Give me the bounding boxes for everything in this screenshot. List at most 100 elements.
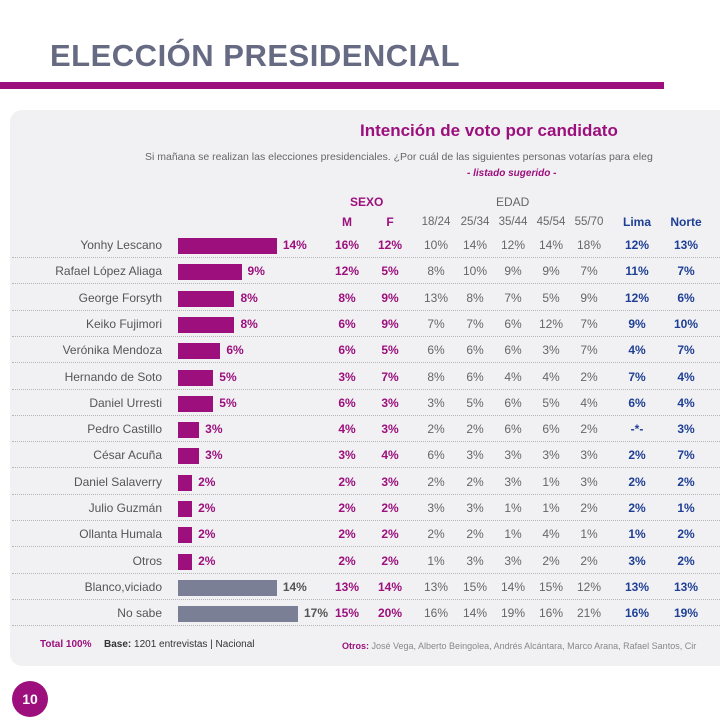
sexo-header: SEXO bbox=[350, 195, 384, 209]
column-header: Lima bbox=[622, 215, 651, 229]
table-row: César Acuña 3% 3% 4% 6% 3% 3% 3% 3% 2% 7% bbox=[12, 442, 720, 469]
table-cell: 6% bbox=[504, 316, 522, 331]
table-cell: 2% bbox=[466, 474, 484, 489]
table-row: Rafael López Aliaga 9% 12% 5% 8% 10% 9% 9% 7% 11%… bbox=[12, 258, 720, 285]
bar-value-label: 8% bbox=[240, 290, 258, 305]
table-row: Blanco,viciado 14% 13% 14% 13% 15% 14% 15% 12% 13… bbox=[12, 574, 720, 600]
row-separator bbox=[12, 283, 720, 285]
table-cell: 16% bbox=[538, 606, 564, 621]
chart-title: Intención de voto por candidato bbox=[360, 121, 618, 140]
row-separator bbox=[12, 572, 720, 574]
table-cell: 3% bbox=[580, 474, 598, 489]
bar-value-label: 8% bbox=[240, 316, 258, 331]
candidate-name: César Acuña bbox=[93, 448, 162, 463]
table-row: Daniel Salaverry 2% 2% 3% 2% 2% 3% 1% 3% 2% 2% bbox=[12, 469, 720, 495]
table-cell: 4% bbox=[338, 422, 356, 437]
bar-value-label: 2% bbox=[198, 474, 216, 489]
table-row: Ollanta Humala 2% 2% 2% 2% 2% 1% 4% 1% 1% 2% bbox=[12, 521, 720, 548]
candidate-name: Daniel Urresti bbox=[89, 395, 162, 410]
table-cell: 3% bbox=[504, 474, 522, 489]
table-cell: 2% bbox=[466, 527, 484, 542]
table-cell: 7% bbox=[677, 448, 695, 463]
candidate-name: Otros bbox=[132, 553, 162, 568]
table-cell: 8% bbox=[427, 369, 445, 384]
table-cell: 12% bbox=[538, 316, 564, 331]
table-cell: 6% bbox=[466, 343, 484, 358]
table-cell: 2% bbox=[381, 527, 399, 542]
table-cell: 7% bbox=[466, 316, 484, 331]
table-row: No sabe 17% 15% 20% 16% 14% 19% 16% 21% 16% 19% bbox=[12, 600, 720, 627]
table-cell: 6% bbox=[427, 343, 445, 358]
table-cell: 7% bbox=[677, 343, 695, 358]
candidate-name: Blanco,viciado bbox=[84, 579, 162, 594]
vote-bar bbox=[178, 501, 193, 517]
candidate-name: No sabe bbox=[117, 606, 162, 621]
table-cell: 13% bbox=[624, 579, 650, 594]
column-header: M bbox=[342, 215, 352, 229]
table-cell: 2% bbox=[628, 501, 646, 515]
table-row: Verónika Mendoza 6% 6% 5% 6% 6% 6% 3% 7% 4% 7% bbox=[12, 337, 720, 364]
row-separator bbox=[12, 493, 720, 495]
table-cell: 1% bbox=[580, 527, 598, 542]
table-cell: 7% bbox=[427, 316, 445, 331]
footer-total: Total 100% bbox=[40, 639, 92, 650]
table-cell: 5% bbox=[381, 264, 399, 279]
table-cell: 11% bbox=[625, 264, 649, 279]
footer-otros-label: Otros: bbox=[342, 641, 369, 651]
vote-bar bbox=[178, 422, 200, 439]
table-cell: 15% bbox=[334, 606, 360, 621]
table-cell: 10% bbox=[462, 264, 488, 279]
table-cell: 3% bbox=[427, 395, 445, 410]
table-cell: 3% bbox=[677, 422, 695, 437]
table-cell: 10% bbox=[423, 238, 449, 252]
footer-base-label: Base: bbox=[104, 639, 132, 650]
row-separator bbox=[12, 362, 720, 364]
table-cell: 4% bbox=[381, 448, 399, 463]
table-cell: 13% bbox=[334, 579, 360, 594]
candidate-name: Rafael López Aliaga bbox=[55, 264, 162, 279]
table-cell: 13% bbox=[423, 290, 449, 305]
table-cell: 14% bbox=[462, 606, 488, 621]
table-cell: 2% bbox=[338, 474, 356, 489]
table-cell: 1% bbox=[504, 501, 522, 515]
table-cell: 18% bbox=[576, 238, 602, 252]
table-cell: 16% bbox=[624, 606, 650, 621]
table-cell: 7% bbox=[580, 316, 598, 331]
table-cell: 1% bbox=[427, 553, 445, 568]
edad-header: EDAD bbox=[496, 195, 530, 209]
page-number-badge: 10 bbox=[12, 681, 48, 717]
table-cell: 6% bbox=[466, 369, 484, 384]
table-cell: 6% bbox=[542, 422, 560, 437]
vote-bar bbox=[178, 448, 200, 465]
table-cell: 4% bbox=[542, 527, 560, 542]
table-cell: 14% bbox=[377, 579, 403, 594]
title-underline bbox=[0, 82, 664, 89]
page-title: ELECCIÓN PRESIDENCIAL bbox=[50, 38, 461, 73]
table-cell: 6% bbox=[628, 395, 646, 410]
table-cell: 13% bbox=[673, 238, 699, 252]
bar-value-label: 2% bbox=[198, 553, 216, 568]
table-cell: 1% bbox=[504, 527, 522, 542]
table-cell: 3% bbox=[466, 448, 484, 463]
row-separator bbox=[12, 467, 720, 469]
table-cell: 1% bbox=[677, 501, 695, 515]
table-cell: 2% bbox=[677, 553, 695, 568]
table-cell: 7% bbox=[580, 343, 598, 358]
table-cell: 3% bbox=[466, 501, 484, 515]
table-cell: 2% bbox=[677, 527, 695, 542]
table-cell: 12% bbox=[377, 238, 403, 252]
table-cell: 4% bbox=[628, 343, 646, 358]
table-row: Hernando de Soto 5% 3% 7% 8% 6% 4% 4% 2% 7% 4% bbox=[12, 364, 720, 390]
row-separator bbox=[12, 309, 720, 311]
table-cell: 9% bbox=[628, 316, 646, 331]
bar-value-label: 14% bbox=[282, 238, 307, 252]
table-cell: 2% bbox=[338, 501, 356, 515]
table-cell: 1% bbox=[542, 501, 560, 515]
table-cell: 15% bbox=[538, 579, 564, 594]
column-header: 25/34 bbox=[460, 216, 490, 228]
table-cell: 2% bbox=[628, 474, 646, 489]
vote-bar bbox=[178, 553, 193, 570]
table-cell: 7% bbox=[580, 264, 598, 279]
table-cell: 7% bbox=[381, 369, 399, 384]
table-cell: 3% bbox=[542, 343, 560, 358]
